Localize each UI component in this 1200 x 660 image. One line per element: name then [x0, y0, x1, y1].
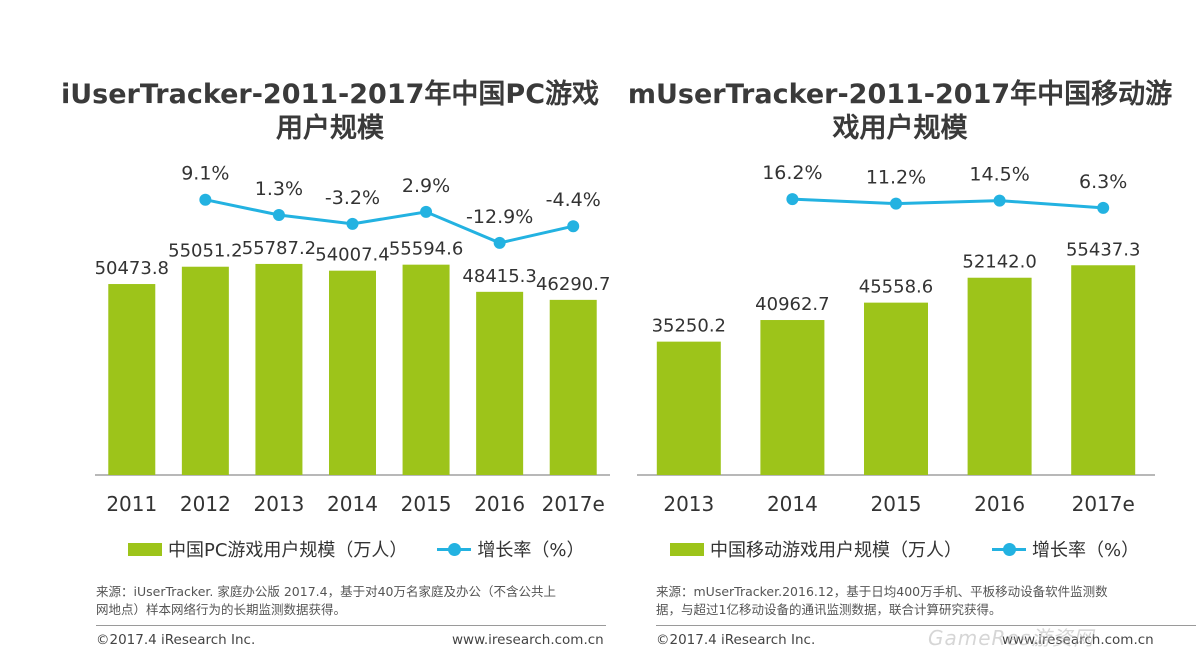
chart-title-line2: 戏用户规模	[832, 113, 968, 144]
bar-2017e	[549, 299, 597, 475]
growth-point	[567, 220, 580, 233]
legend-bar-swatch	[128, 542, 162, 556]
bar-2014	[760, 320, 825, 475]
bar-2013	[656, 341, 721, 475]
bar-value-label: 45558.6	[859, 277, 933, 298]
growth-rate-line	[792, 197, 1104, 210]
x-tick-label: 2015	[401, 492, 452, 516]
website-link[interactable]: www.iresearch.com.cn	[452, 632, 604, 648]
x-tick-label: 2017e	[1072, 492, 1135, 516]
bar-value-label: 55437.3	[1066, 239, 1140, 260]
x-tick-label: 2015	[871, 492, 922, 516]
growth-point	[1097, 201, 1110, 214]
footer-divider	[656, 625, 1196, 626]
bar-2012	[181, 266, 229, 475]
watermark: GameRes游资网	[928, 626, 1095, 650]
growth-point	[993, 194, 1006, 207]
bar-value-label: 50473.8	[95, 258, 169, 279]
legend-line-swatch	[437, 542, 472, 556]
x-tick-label: 2013	[663, 492, 714, 516]
source-note-line1: 来源：iUserTracker. 家庭办公版 2017.4，基于对40万名家庭及…	[96, 584, 556, 599]
source-note: 来源：mUserTracker.2016.12，基于日均400万手机、平板移动设…	[656, 583, 1156, 619]
bar-2017e	[1071, 265, 1136, 475]
growth-point	[890, 197, 902, 210]
chart-title-line1: iUserTracker-2011-2017年中国PC游戏	[60, 79, 600, 110]
pc-game-users-chart: 50473.8 2011 55051.2 2012 55787.2 2013 54007.4…	[95, 163, 611, 516]
source-note-line2: 网地点）样本网络行为的长期监测数据获得。	[96, 602, 347, 617]
x-tick-label: 2014	[327, 492, 378, 516]
growth-label: 2.9%	[402, 175, 450, 197]
growth-point	[272, 209, 285, 222]
bar-2016	[476, 291, 524, 475]
source-note-line1: 来源：mUserTracker.2016.12，基于日均400万手机、平板移动设…	[656, 584, 1108, 599]
growth-label: 14.5%	[969, 164, 1029, 186]
chart-legend: 中国PC游戏用户规模（万人） 增长率（%）	[128, 536, 585, 562]
bar-2016	[967, 277, 1032, 475]
growth-label: 11.2%	[866, 167, 926, 189]
bar-value-label: 55051.2	[168, 241, 242, 262]
growth-label: 6.3%	[1079, 171, 1127, 193]
bar-2013	[255, 263, 303, 475]
bar-value-label: 35250.2	[652, 316, 726, 337]
bar-value-label: 46290.7	[536, 274, 610, 295]
x-tick-label: 2016	[474, 492, 525, 516]
legend-bar-label: 中国PC游戏用户规模（万人）	[168, 540, 408, 561]
mobile-game-users-chart: 35250.2 2013 40962.7 2014 45558.6 2015 52142.0…	[637, 162, 1155, 516]
copyright: ©2017.4 iResearch Inc.	[656, 632, 816, 648]
chart-title: mUserTracker-2011-2017年中国移动游 戏用户规模	[620, 78, 1180, 146]
bar-value-label: 52142.0	[962, 252, 1036, 273]
growth-point	[199, 193, 212, 206]
chart-legend: 中国移动游戏用户规模（万人） 增长率（%）	[670, 536, 1139, 562]
growth-label: -3.2%	[325, 187, 380, 209]
growth-label: 16.2%	[762, 162, 822, 184]
growth-rate-line	[205, 198, 574, 245]
legend-line-swatch	[992, 542, 1026, 556]
growth-point	[420, 205, 433, 218]
bar-2015	[402, 264, 450, 475]
website-link[interactable]: www.iresearch.com.cn	[1002, 632, 1154, 648]
bar-2015	[864, 302, 928, 475]
bar-value-label: 40962.7	[755, 294, 829, 315]
growth-point	[786, 193, 799, 206]
legend-line-label: 增长率（%）	[477, 540, 585, 561]
legend-bar-swatch	[670, 542, 704, 556]
bar-value-label: 55787.2	[242, 238, 316, 259]
chart-title: iUserTracker-2011-2017年中国PC游戏 用户规模	[50, 78, 610, 146]
bar-2011	[108, 284, 156, 475]
x-tick-label: 2016	[974, 492, 1025, 516]
source-note: 来源：iUserTracker. 家庭办公版 2017.4，基于对40万名家庭及…	[96, 583, 602, 619]
mobile-game-users-panel: mUserTracker-2011-2017年中国移动游 戏用户规模 35250…	[600, 0, 1200, 660]
growth-label: 1.3%	[255, 178, 303, 200]
source-note-line2: 据，与超过1亿移动设备的通讯监测数据，联合计算研究获得。	[656, 602, 1002, 617]
x-tick-label: 2013	[253, 492, 304, 516]
legend-bar-label: 中国移动游戏用户规模（万人）	[710, 540, 962, 561]
growth-label: -4.4%	[546, 189, 601, 211]
bar-value-label: 55594.6	[389, 239, 463, 260]
bar-value-label: 54007.4	[315, 245, 389, 266]
growth-label: 9.1%	[181, 163, 229, 185]
bar-value-label: 48415.3	[462, 266, 536, 287]
growth-point	[493, 236, 506, 249]
x-tick-label: 2012	[180, 492, 231, 516]
growth-label: -12.9%	[466, 206, 533, 228]
copyright: ©2017.4 iResearch Inc.	[96, 632, 256, 648]
pc-game-users-panel: iUserTracker-2011-2017年中国PC游戏 用户规模 50473…	[61, 79, 611, 648]
x-tick-label: 2011	[106, 492, 157, 516]
bar-2014	[329, 270, 376, 475]
legend-line-label: 增长率（%）	[1032, 540, 1140, 561]
growth-point	[346, 217, 359, 230]
footer-divider	[96, 625, 606, 626]
x-tick-label: 2014	[767, 492, 818, 516]
x-tick-label: 2017e	[542, 492, 605, 516]
chart-title-line1: mUserTracker-2011-2017年中国移动游	[627, 79, 1173, 110]
chart-title-line2: 用户规模	[276, 113, 384, 144]
